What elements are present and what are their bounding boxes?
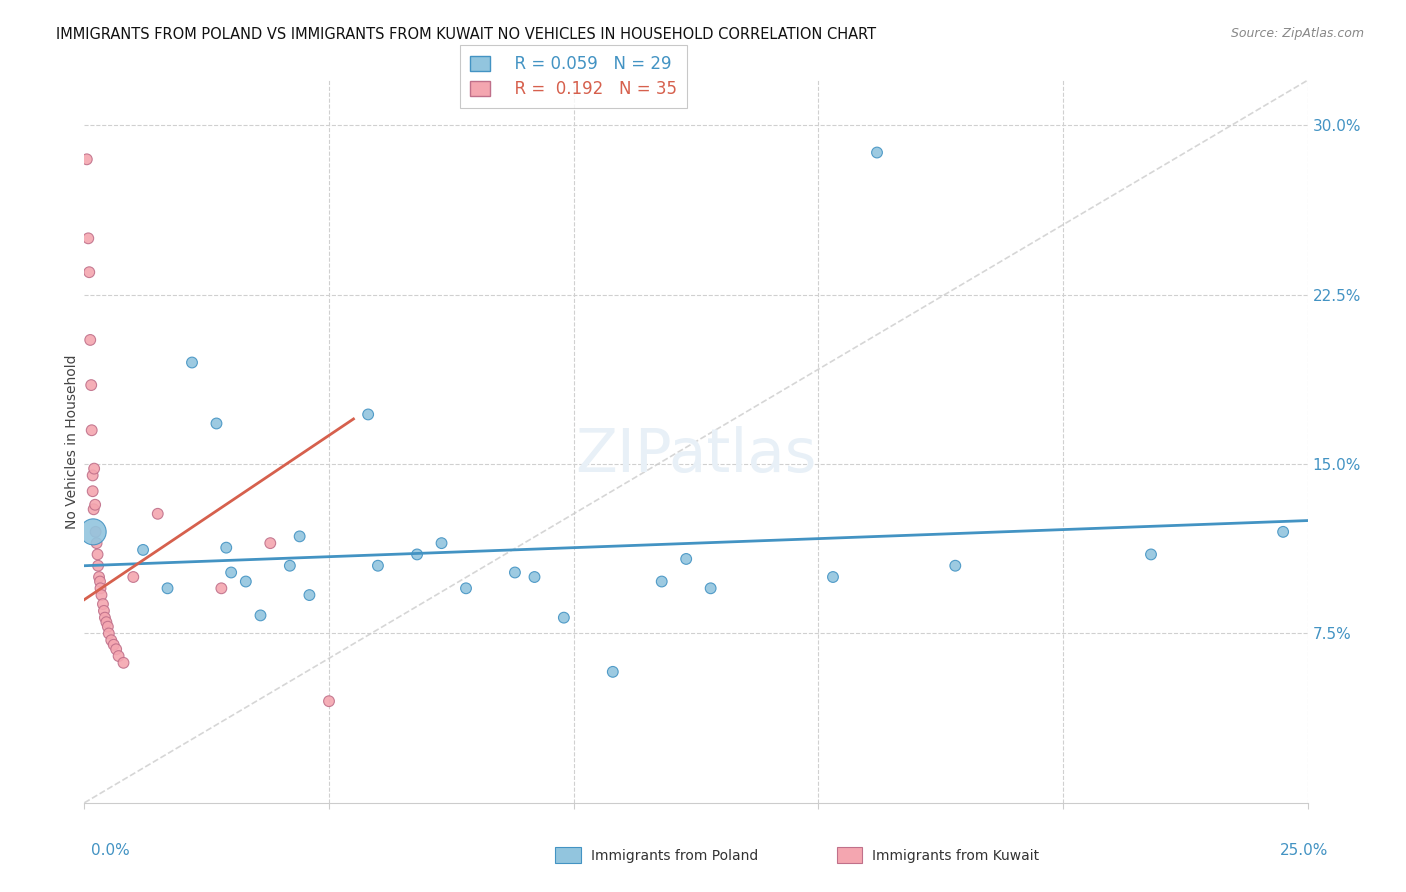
Point [83, 461, 105, 475]
Point [866, 145, 889, 160]
Point [146, 507, 169, 521]
Point [651, 574, 673, 589]
Point [103, 638, 125, 652]
Text: 0.0%: 0.0% [91, 843, 131, 858]
Point [84, 498, 107, 512]
Y-axis label: No Vehicles in Household: No Vehicles in Household [65, 354, 79, 529]
Point [86, 548, 108, 562]
Point [943, 558, 966, 573]
Point [76, 153, 98, 167]
Point [100, 633, 122, 648]
Point [82, 468, 104, 483]
Point [523, 570, 546, 584]
Point [90, 588, 112, 602]
Point [357, 408, 380, 422]
Point [1140, 548, 1163, 562]
Point [699, 582, 721, 596]
Point [83, 502, 105, 516]
Point [209, 582, 232, 596]
Point [79, 333, 101, 347]
Point [1272, 524, 1295, 539]
Point [215, 541, 238, 555]
Legend:   R = 0.059   N = 29,   R =  0.192   N = 35: R = 0.059 N = 29, R = 0.192 N = 35 [461, 45, 686, 108]
Text: 25.0%: 25.0% [1281, 843, 1329, 858]
Point [602, 665, 624, 679]
Point [406, 548, 429, 562]
Text: IMMIGRANTS FROM POLAND VS IMMIGRANTS FROM KUWAIT NO VEHICLES IN HOUSEHOLD CORREL: IMMIGRANTS FROM POLAND VS IMMIGRANTS FRO… [56, 27, 876, 42]
Point [87, 558, 110, 573]
Point [553, 610, 575, 624]
Point [97, 626, 120, 640]
Point [97, 620, 120, 634]
Point [181, 355, 204, 369]
Point [367, 558, 389, 573]
Point [675, 552, 697, 566]
Text: Immigrants from Kuwait: Immigrants from Kuwait [872, 849, 1039, 863]
Point [80, 378, 103, 392]
Point [86, 536, 108, 550]
Point [259, 536, 281, 550]
Point [93, 604, 115, 618]
Point [87, 570, 110, 584]
Point [278, 558, 301, 573]
Point [94, 610, 117, 624]
Point [298, 588, 321, 602]
Point [503, 566, 526, 580]
Point [219, 566, 242, 580]
Point [249, 608, 271, 623]
Text: Immigrants from Poland: Immigrants from Poland [591, 849, 758, 863]
Point [77, 231, 100, 245]
Point [112, 656, 135, 670]
Point [205, 417, 228, 431]
Point [80, 423, 103, 437]
Point [288, 529, 311, 543]
Point [132, 542, 155, 557]
Point [318, 694, 340, 708]
Point [91, 597, 114, 611]
Point [84, 524, 107, 539]
Text: ZIPatlas: ZIPatlas [575, 426, 817, 485]
Point [89, 574, 111, 589]
Text: Source: ZipAtlas.com: Source: ZipAtlas.com [1230, 27, 1364, 40]
Point [122, 570, 145, 584]
Point [96, 615, 118, 630]
Point [82, 484, 104, 499]
Point [105, 642, 128, 657]
Point [89, 582, 111, 596]
Point [77, 265, 100, 279]
Point [430, 536, 453, 550]
Point [156, 582, 179, 596]
Point [82, 524, 104, 539]
Point [235, 574, 257, 589]
Point [454, 582, 477, 596]
Point [107, 648, 129, 663]
Point [821, 570, 844, 584]
